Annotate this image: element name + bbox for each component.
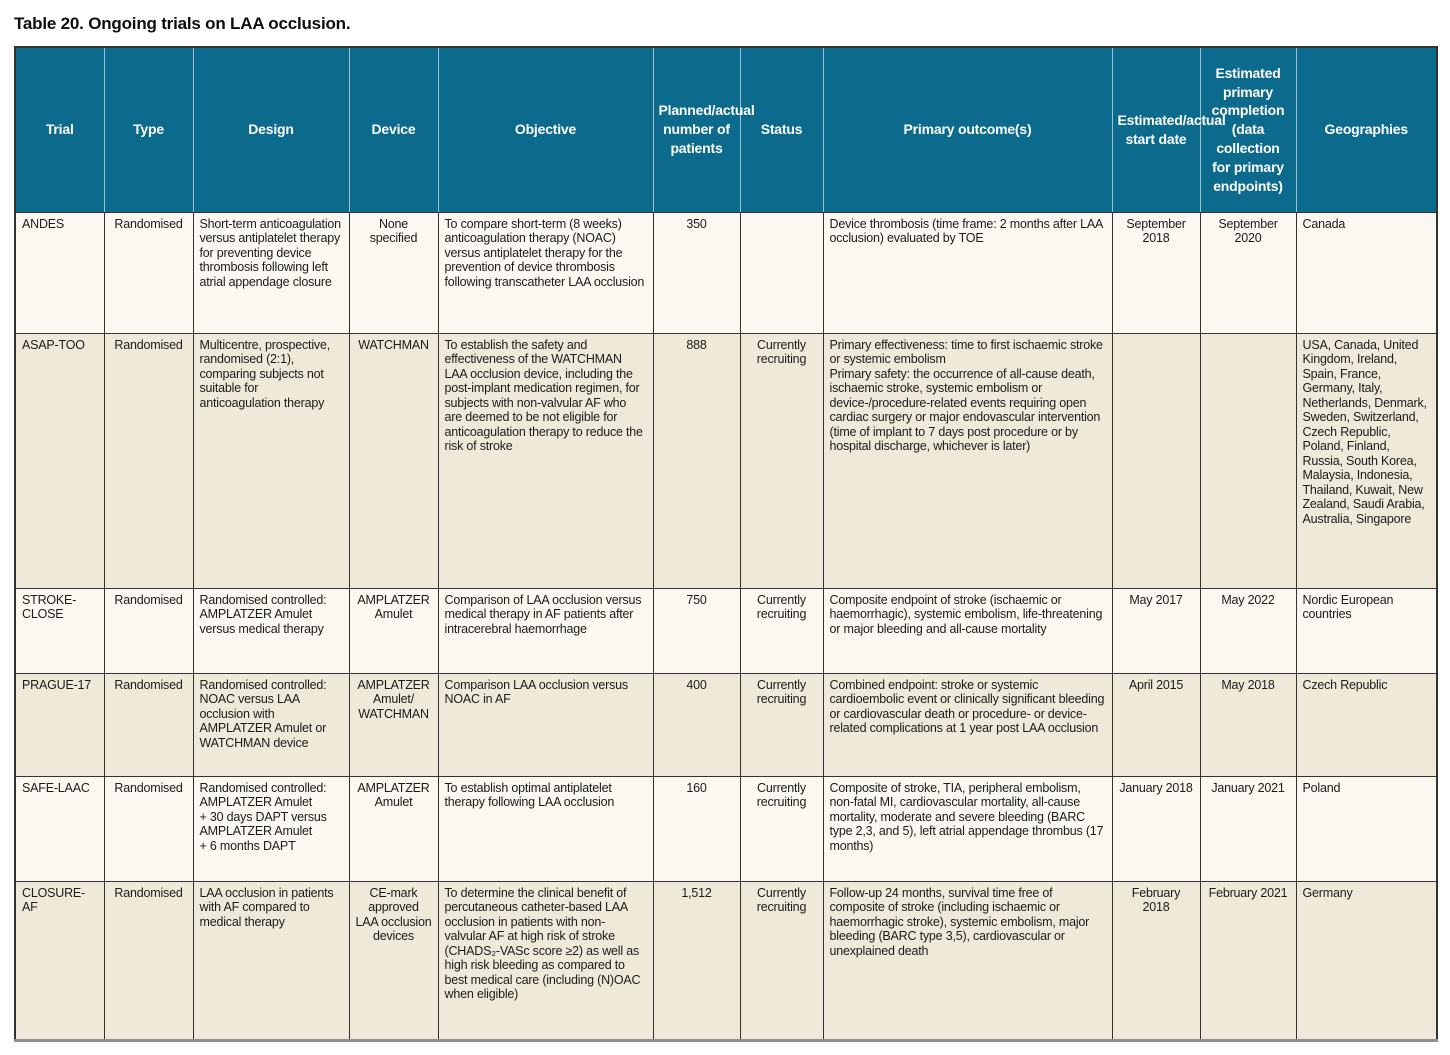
table-header: Trial Type Design Device Objective Plann… [14, 47, 1438, 213]
cell-trial: CLOSURE-AF [14, 880, 105, 1041]
cell-primary-outcomes: Composite endpoint of stroke (ischaemic … [822, 587, 1113, 674]
cell-device: WATCHMAN [348, 332, 439, 589]
trials-table: Trial Type Design Device Objective Plann… [14, 46, 1438, 1042]
table-row: SAFE-LAAC Randomised Randomised controll… [14, 775, 1438, 882]
cell-patients: 888 [652, 332, 741, 589]
cell-type: Randomised [103, 332, 194, 589]
cell-design: Randomised controlled: AMPLATZER Amulet … [192, 775, 350, 882]
cell-start-date [1111, 332, 1201, 589]
cell-status: Currently recruiting [739, 775, 824, 882]
col-header-type: Type [103, 47, 194, 213]
table-row: ASAP-TOO Randomised Multicentre, prospec… [14, 332, 1438, 589]
cell-type: Randomised [103, 587, 194, 674]
cell-type: Randomised [103, 775, 194, 882]
cell-patients: 350 [652, 211, 741, 334]
col-header-status: Status [739, 47, 824, 213]
cell-patients: 400 [652, 672, 741, 777]
table-body: ANDES Randomised Short-term anticoagulat… [14, 211, 1438, 1041]
col-header-objective: Objective [437, 47, 654, 213]
cell-type: Randomised [103, 880, 194, 1041]
col-header-outcomes: Primary outcome(s) [822, 47, 1113, 213]
cell-patients: 1,512 [652, 880, 741, 1041]
cell-completion: May 2022 [1199, 587, 1297, 674]
cell-objective: To determine the clinical benefit of per… [437, 880, 654, 1041]
cell-design: Randomised controlled: NOAC versus LAA o… [192, 672, 350, 777]
cell-status: Currently recruiting [739, 587, 824, 674]
cell-device: CE-mark approved LAA occlusion devices [348, 880, 439, 1041]
cell-objective: Comparison of LAA occlusion versus medic… [437, 587, 654, 674]
cell-device: AMPLATZER Amulet [348, 587, 439, 674]
cell-primary-outcomes: Primary effectiveness: time to first isc… [822, 332, 1113, 589]
col-header-geographies: Geographies [1295, 47, 1438, 213]
cell-trial: STROKE-CLOSE [14, 587, 105, 674]
cell-objective: To compare short-term (8 weeks) anticoag… [437, 211, 654, 334]
cell-start-date: February 2018 [1111, 880, 1201, 1041]
cell-objective: To establish optimal antiplatelet therap… [437, 775, 654, 882]
cell-primary-outcomes: Device thrombosis (time frame: 2 months … [822, 211, 1113, 334]
cell-patients: 160 [652, 775, 741, 882]
cell-trial: ANDES [14, 211, 105, 334]
cell-geographies: Czech Republic [1295, 672, 1438, 777]
cell-completion: May 2018 [1199, 672, 1297, 777]
cell-start-date: September 2018 [1111, 211, 1201, 334]
cell-start-date: April 2015 [1111, 672, 1201, 777]
cell-design: Multicentre, prospective, randomised (2:… [192, 332, 350, 589]
cell-completion: September 2020 [1199, 211, 1297, 334]
cell-status: Currently recruiting [739, 672, 824, 777]
table-row: PRAGUE-17 Randomised Randomised controll… [14, 672, 1438, 777]
cell-geographies: USA, Canada, United Kingdom, Ireland, Sp… [1295, 332, 1438, 589]
table-row: CLOSURE-AF Randomised LAA occlusion in p… [14, 880, 1438, 1041]
cell-design: Short-term anticoagulation versus antipl… [192, 211, 350, 334]
col-header-design: Design [192, 47, 350, 213]
cell-start-date: January 2018 [1111, 775, 1201, 882]
cell-trial: ASAP-TOO [14, 332, 105, 589]
cell-trial: SAFE-LAAC [14, 775, 105, 882]
cell-completion [1199, 332, 1297, 589]
cell-geographies: Canada [1295, 211, 1438, 334]
table-row: STROKE-CLOSE Randomised Randomised contr… [14, 587, 1438, 674]
cell-start-date: May 2017 [1111, 587, 1201, 674]
cell-geographies: Nordic European countries [1295, 587, 1438, 674]
cell-status [739, 211, 824, 334]
cell-device: AMPLATZER Amulet/ WATCHMAN [348, 672, 439, 777]
table-row: ANDES Randomised Short-term anticoagulat… [14, 211, 1438, 334]
cell-primary-outcomes: Composite of stroke, TIA, peripheral emb… [822, 775, 1113, 882]
cell-status: Currently recruiting [739, 880, 824, 1041]
cell-objective: To establish the safety and effectivenes… [437, 332, 654, 589]
cell-primary-outcomes: Follow-up 24 months, survival time free … [822, 880, 1113, 1041]
cell-status: Currently recruiting [739, 332, 824, 589]
cell-primary-outcomes: Combined endpoint: stroke or systemic ca… [822, 672, 1113, 777]
cell-design: LAA occlusion in patients with AF compar… [192, 880, 350, 1041]
col-header-start-date: Estimated/actual start date [1111, 47, 1226, 213]
header-row: Trial Type Design Device Objective Plann… [14, 47, 1438, 213]
table-caption: Table 20. Ongoing trials on LAA occlusio… [14, 14, 351, 33]
cell-patients: 750 [652, 587, 741, 674]
cell-type: Randomised [103, 672, 194, 777]
col-header-device: Device [348, 47, 439, 213]
cell-design: Randomised controlled: AMPLATZER Amulet … [192, 587, 350, 674]
cell-device: AMPLATZER Amulet [348, 775, 439, 882]
cell-device: None specified [348, 211, 439, 334]
cell-completion: February 2021 [1199, 880, 1297, 1041]
col-header-completion: Estimated primary completion (data colle… [1199, 47, 1297, 213]
cell-geographies: Germany [1295, 880, 1438, 1041]
cell-type: Randomised [103, 211, 194, 334]
cell-geographies: Poland [1295, 775, 1438, 882]
cell-trial: PRAGUE-17 [14, 672, 105, 777]
cell-completion: January 2021 [1199, 775, 1297, 882]
cell-objective: Comparison LAA occlusion versus NOAC in … [437, 672, 654, 777]
col-header-trial: Trial [14, 47, 105, 213]
col-header-patients: Planned/actual number of patients [652, 47, 755, 213]
